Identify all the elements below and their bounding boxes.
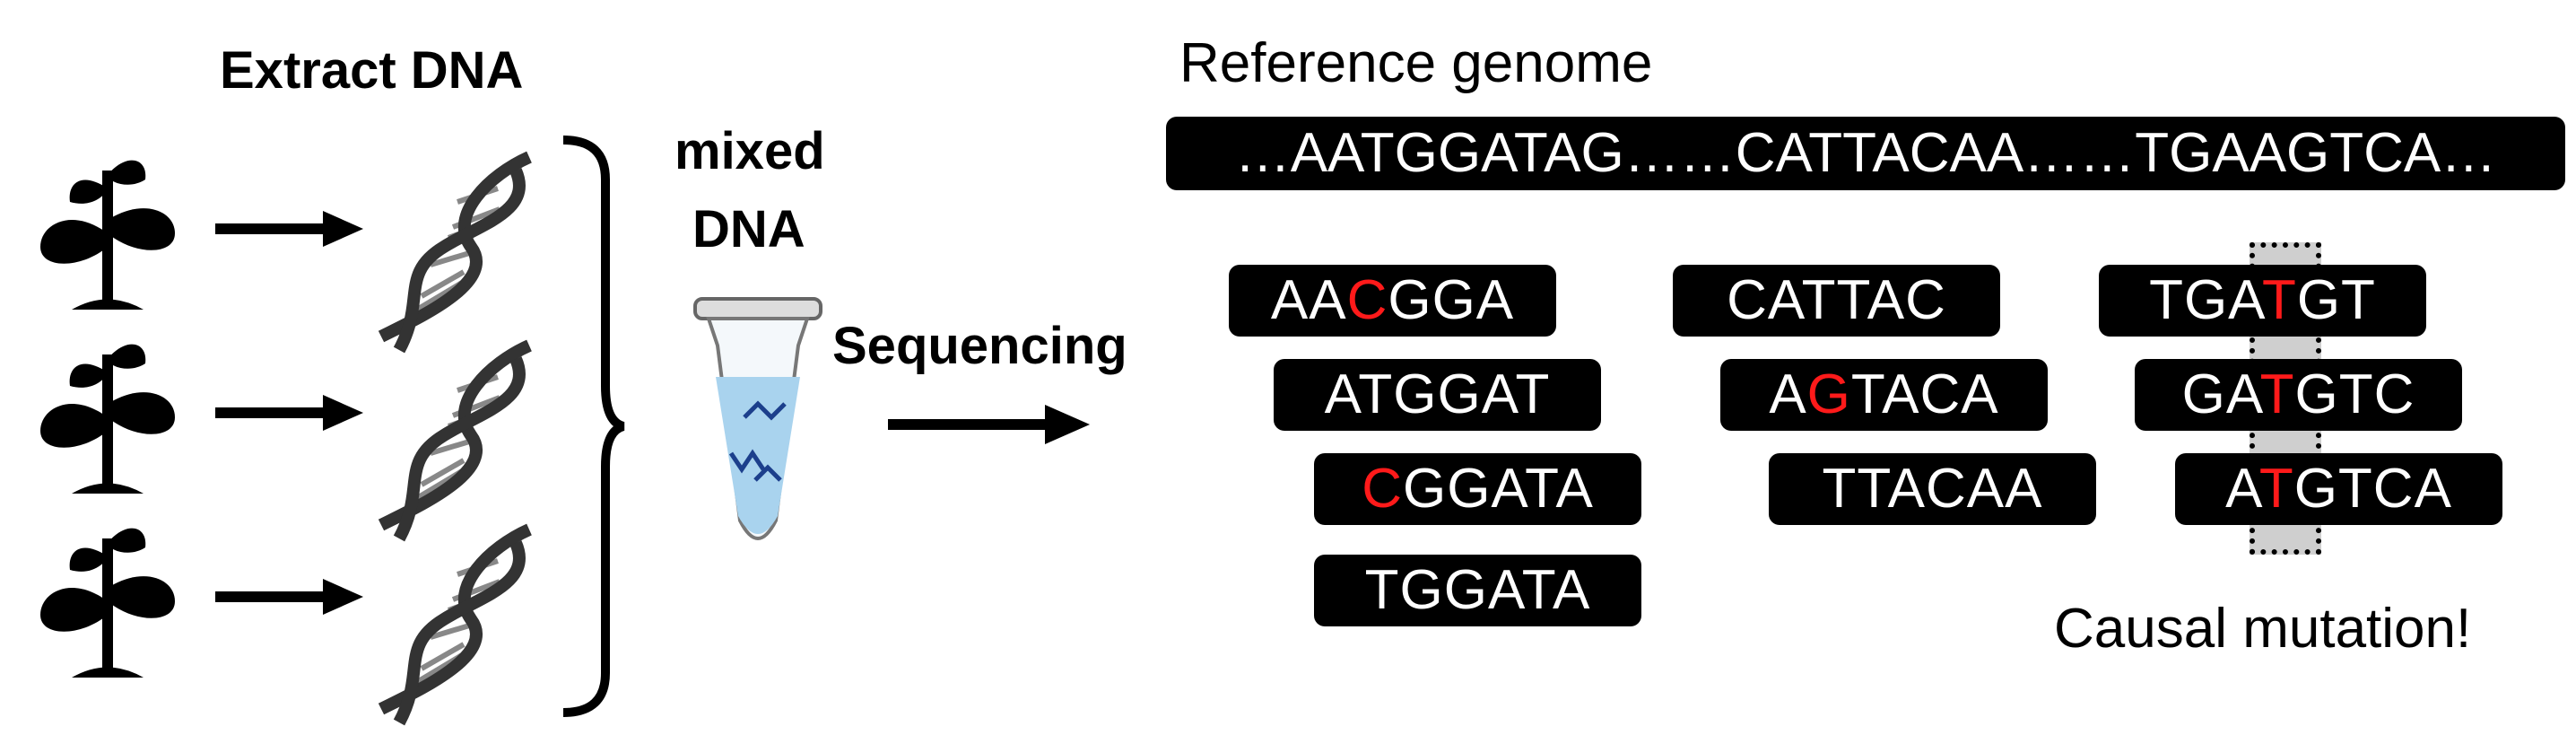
read: ATGGAT	[1274, 359, 1601, 431]
read: TTACAA	[1769, 453, 2096, 525]
read: TGATGT	[2099, 265, 2426, 337]
read: AACGGA	[1229, 265, 1556, 337]
read: TGGATA	[1314, 555, 1641, 626]
dna-helix-icon	[378, 339, 532, 542]
reference-genome-label: Reference genome	[1179, 32, 1653, 94]
sequencing-label: Sequencing	[832, 317, 1127, 375]
mixed-dna-label-line1: mixed	[674, 122, 825, 180]
plant-icon	[40, 528, 175, 678]
tube-icon	[693, 297, 822, 540]
causal-mutation-label: Causal mutation!	[2054, 598, 2472, 660]
arrow-icon	[215, 395, 363, 431]
read: CATTAC	[1673, 265, 2000, 337]
read: ATGTCA	[2175, 453, 2502, 525]
plant-icon	[40, 160, 175, 310]
plant-icon	[40, 344, 175, 494]
read: GATGTC	[2135, 359, 2462, 431]
read: AGTACA	[1720, 359, 2048, 431]
arrow-icon	[215, 211, 363, 247]
extract-dna-label: Extract DNA	[220, 41, 524, 100]
read: CGGATA	[1314, 453, 1641, 525]
brace-icon	[562, 136, 625, 717]
arrow-icon	[215, 579, 363, 615]
arrow-icon	[888, 405, 1090, 444]
dna-helix-icon	[378, 523, 532, 726]
reference-sequence-bar: …AATGGATAG……CATTACAA……TGAAGTCA…	[1166, 117, 2565, 190]
mixed-dna-label-line2: DNA	[692, 200, 805, 258]
dna-helix-icon	[378, 151, 532, 354]
